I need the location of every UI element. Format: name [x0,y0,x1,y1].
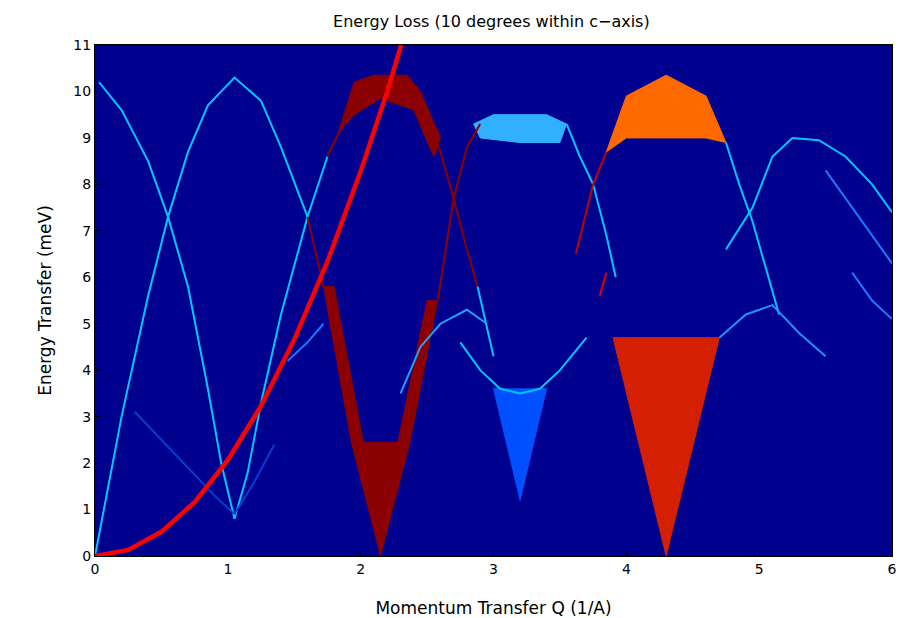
svg-text:3: 3 [82,409,91,425]
svg-text:6: 6 [888,561,897,577]
svg-text:8: 8 [82,176,91,192]
svg-text:6: 6 [82,269,91,285]
svg-text:4: 4 [622,561,631,577]
svg-text:Energy Loss (10 degrees within: Energy Loss (10 degrees within c−axis) [333,12,650,31]
svg-text:9: 9 [82,130,91,146]
svg-text:7: 7 [82,223,91,239]
svg-text:Energy Transfer (meV): Energy Transfer (meV) [35,205,55,396]
svg-text:2: 2 [82,455,91,471]
svg-text:5: 5 [82,316,91,332]
svg-text:0: 0 [91,561,100,577]
svg-text:2: 2 [356,561,365,577]
svg-text:1: 1 [223,561,232,577]
svg-text:Momentum Transfer Q (1/A): Momentum Transfer Q (1/A) [375,598,611,618]
svg-text:1: 1 [82,501,91,517]
svg-text:10: 10 [73,83,91,99]
svg-text:11: 11 [73,37,91,53]
svg-text:5: 5 [755,561,764,577]
svg-text:3: 3 [489,561,498,577]
svg-text:0: 0 [82,548,91,564]
svg-text:4: 4 [82,362,91,378]
